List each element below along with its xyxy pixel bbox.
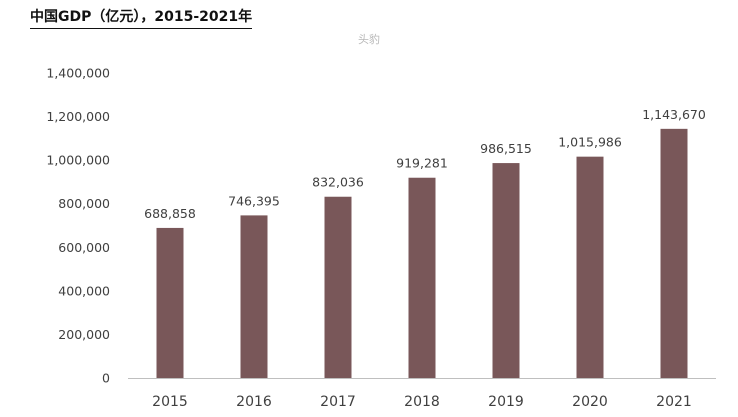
bar bbox=[156, 227, 184, 378]
y-tick-label: 1,000,000 bbox=[46, 153, 110, 168]
bar bbox=[660, 128, 688, 378]
watermark: 头豹 bbox=[358, 33, 380, 46]
data-label: 986,515 bbox=[480, 141, 532, 156]
y-tick-label: 1,400,000 bbox=[46, 66, 110, 81]
x-tick-label: 2017 bbox=[320, 394, 356, 410]
data-label: 688,858 bbox=[144, 206, 196, 221]
chart-title: 中国GDP（亿元），2015-2021年 bbox=[30, 6, 253, 29]
x-tick-label: 2019 bbox=[488, 394, 524, 410]
data-label: 832,036 bbox=[312, 175, 364, 190]
y-tick-label: 1,200,000 bbox=[46, 109, 110, 124]
bar bbox=[576, 156, 604, 378]
x-tick-label: 2021 bbox=[656, 394, 692, 410]
y-tick-label: 800,000 bbox=[58, 196, 110, 211]
x-tick-label: 2018 bbox=[404, 394, 440, 410]
y-tick-label: 200,000 bbox=[58, 327, 110, 342]
x-tick-label: 2015 bbox=[152, 394, 188, 410]
y-tick-label: 0 bbox=[102, 371, 110, 386]
y-tick-label: 400,000 bbox=[58, 283, 110, 298]
data-label: 1,015,986 bbox=[558, 135, 622, 150]
x-tick-label: 2020 bbox=[572, 394, 608, 410]
data-label: 1,143,670 bbox=[642, 107, 706, 122]
data-label: 746,395 bbox=[228, 193, 280, 208]
bar bbox=[324, 196, 352, 378]
y-tick-label: 600,000 bbox=[58, 240, 110, 255]
data-label: 919,281 bbox=[396, 156, 448, 171]
bar bbox=[240, 215, 268, 378]
bar bbox=[408, 177, 436, 378]
x-tick-label: 2016 bbox=[236, 394, 272, 410]
bar bbox=[492, 163, 520, 378]
